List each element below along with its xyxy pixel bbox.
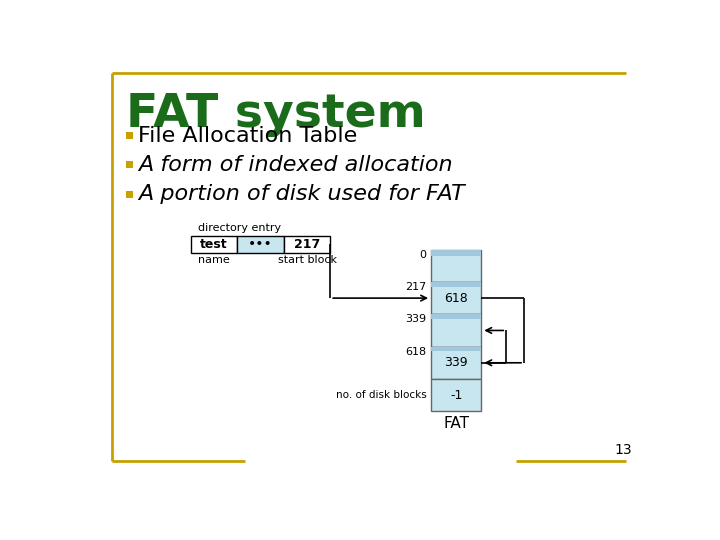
Text: 217: 217 bbox=[294, 238, 320, 251]
Bar bbox=[431, 379, 482, 411]
Text: directory entry: directory entry bbox=[199, 224, 282, 233]
Bar bbox=[126, 132, 132, 139]
Text: File Allocation Table: File Allocation Table bbox=[138, 126, 357, 146]
Bar bbox=[431, 282, 482, 287]
Bar bbox=[126, 191, 132, 198]
Text: 0: 0 bbox=[419, 249, 426, 260]
Text: FAT: FAT bbox=[444, 416, 469, 431]
Bar bbox=[191, 236, 238, 253]
Text: 339: 339 bbox=[444, 356, 468, 369]
Text: FAT system: FAT system bbox=[126, 92, 426, 137]
Bar bbox=[431, 347, 482, 351]
Bar bbox=[431, 347, 482, 379]
Bar bbox=[284, 236, 330, 253]
Text: 618: 618 bbox=[444, 292, 468, 305]
Text: 339: 339 bbox=[405, 314, 426, 325]
Text: start block: start block bbox=[277, 255, 336, 265]
Text: A portion of disk used for FAT: A portion of disk used for FAT bbox=[138, 184, 465, 204]
Bar bbox=[431, 249, 482, 256]
Text: -1: -1 bbox=[450, 389, 462, 402]
Bar bbox=[431, 314, 482, 347]
Text: 13: 13 bbox=[615, 443, 632, 457]
Bar bbox=[126, 161, 132, 168]
Bar bbox=[238, 236, 284, 253]
Text: name: name bbox=[198, 255, 230, 265]
Bar bbox=[431, 249, 482, 282]
Text: no. of disk blocks: no. of disk blocks bbox=[336, 390, 426, 400]
Text: 618: 618 bbox=[405, 347, 426, 356]
Bar bbox=[431, 314, 482, 319]
Text: test: test bbox=[200, 238, 228, 251]
Text: A form of indexed allocation: A form of indexed allocation bbox=[138, 155, 453, 175]
Text: 217: 217 bbox=[405, 282, 426, 292]
Bar bbox=[431, 282, 482, 314]
Text: •••: ••• bbox=[248, 237, 273, 251]
